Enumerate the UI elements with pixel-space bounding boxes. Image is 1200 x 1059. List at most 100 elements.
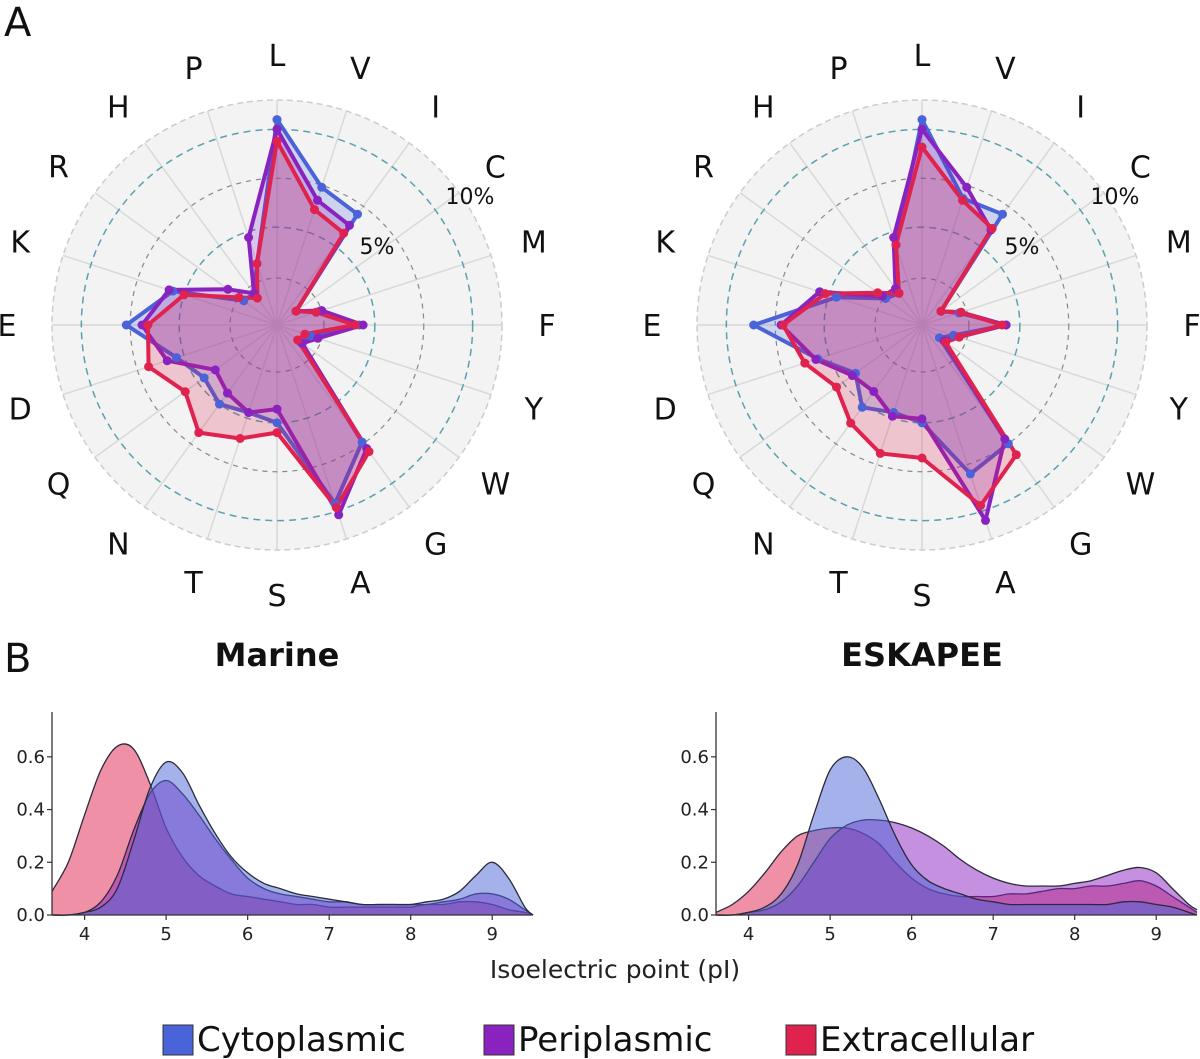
radar-ring-label-10pct: 10% xyxy=(1091,185,1140,210)
radar-point-extracellular-F xyxy=(997,320,1007,330)
radar-spoke xyxy=(921,324,1105,458)
radar-point-cytoplasmic-E xyxy=(121,320,131,330)
radar-point-extracellular-C xyxy=(291,306,301,316)
radar-point-periplasmic-N xyxy=(869,387,879,396)
radar-point-extracellular-M xyxy=(956,307,966,317)
radar-axis-label-N: N xyxy=(107,527,129,562)
radar-point-cytoplasmic-A xyxy=(965,469,975,479)
x-tick-label: 9 xyxy=(487,924,498,945)
radar-axis-label-R: R xyxy=(48,150,69,185)
radar-point-periplasmic-V xyxy=(313,195,322,205)
radar-point-periplasmic-A xyxy=(334,510,344,520)
radar-point-periplasmic-Q xyxy=(847,371,857,381)
radar-point-periplasmic-L xyxy=(917,124,927,134)
y-tick-label: 0.6 xyxy=(16,747,45,768)
x-tick-label: 9 xyxy=(1151,924,1162,945)
radar-axis-label-T: T xyxy=(828,566,848,601)
radar-point-periplasmic-F xyxy=(358,320,368,330)
density-chart-eskapee: 0.0 0.2 0.4 0.6 4 5 6 7 8 9 xyxy=(680,712,1198,945)
density-chart-marine: 0.0 0.2 0.4 0.6 4 5 6 7 8 9 xyxy=(16,712,534,945)
radar-ring-10pct xyxy=(80,128,474,522)
radar-axis-label-W: W xyxy=(481,468,511,503)
radar-axis-label-G: G xyxy=(424,527,447,562)
radar-point-extracellular-T xyxy=(235,434,245,443)
radar-axis-label-G: G xyxy=(1069,527,1092,562)
x-tick-label: 8 xyxy=(1069,924,1080,945)
radar-point-extracellular-Q xyxy=(832,382,841,392)
legend-swatch-periplasmic xyxy=(483,1024,515,1056)
radar-axis-label-M: M xyxy=(521,226,547,261)
radar-point-extracellular-Y xyxy=(954,332,964,342)
radar-point-extracellular-L xyxy=(917,142,927,152)
radar-axis-label-I: I xyxy=(431,91,440,126)
radar-axis-label-Y: Y xyxy=(1169,392,1189,427)
radar-spoke xyxy=(851,324,923,540)
radar-ring-10pct xyxy=(725,128,1119,522)
y-tick-label: 0.4 xyxy=(16,800,45,821)
radar-point-extracellular-D xyxy=(800,358,810,368)
radar-point-periplasmic-P xyxy=(244,233,254,242)
y-tick-label: 0.4 xyxy=(680,800,709,821)
radar-axis-label-T: T xyxy=(183,566,203,601)
x-tick-label: 4 xyxy=(743,924,754,945)
radar-axis-label-R: R xyxy=(693,150,714,185)
radar-axis-label-N: N xyxy=(752,527,774,562)
radar-point-cytoplasmic-V xyxy=(317,182,327,192)
radar-point-periplasmic-D xyxy=(162,356,172,366)
radar-point-extracellular-Y xyxy=(300,329,310,339)
radar-point-extracellular-C xyxy=(936,306,946,316)
radar-spoke xyxy=(276,324,460,458)
y-tick-label: 0.0 xyxy=(16,905,45,926)
density-title-eskapee: ESKAPEE xyxy=(841,636,1003,674)
radar-axis-label-E: E xyxy=(643,309,662,344)
radar-point-periplasmic-Q xyxy=(210,365,220,375)
x-tick-label: 7 xyxy=(987,924,998,945)
radar-spoke xyxy=(921,192,1105,326)
radar-point-periplasmic-T xyxy=(244,408,254,417)
radar-point-cytoplasmic-Q xyxy=(199,373,209,383)
radar-point-extracellular-F xyxy=(350,320,360,330)
y-tick-label: 0.2 xyxy=(680,852,709,873)
radar-point-extracellular-K xyxy=(820,289,830,299)
radar-point-cytoplasmic-D xyxy=(172,353,181,363)
radar-spoke xyxy=(276,192,460,326)
radar-axis-label-Y: Y xyxy=(524,392,544,427)
radar-spoke xyxy=(276,110,348,326)
radar-chart-eskapee: L V I C M F Y WG A S T N Q D E K R H P 5% 10% xyxy=(643,39,1200,614)
radar-point-extracellular-W xyxy=(941,337,951,347)
radar-axis-label-S: S xyxy=(267,579,286,614)
radar-point-cytoplasmic-I xyxy=(998,209,1007,219)
radar-point-extracellular-A xyxy=(976,501,986,510)
radar-point-extracellular-D xyxy=(144,362,154,372)
density-title-marine: Marine xyxy=(215,636,340,674)
radar-point-periplasmic-K xyxy=(164,285,174,295)
radar-point-extracellular-K xyxy=(179,290,189,300)
radar-point-extracellular-H xyxy=(252,293,262,303)
radar-point-cytoplasmic-E xyxy=(749,320,759,330)
radar-point-extracellular-I xyxy=(339,228,349,238)
radar-spoke xyxy=(206,110,278,326)
radar-point-cytoplasmic-N xyxy=(215,399,224,409)
radar-point-extracellular-T xyxy=(875,448,885,458)
radar-axis-label-D: D xyxy=(654,392,677,427)
radar-point-periplasmic-R xyxy=(223,284,233,294)
radar-spoke xyxy=(144,324,278,508)
radar-axis-label-I: I xyxy=(1076,91,1085,126)
radar-axis-label-C: C xyxy=(1130,150,1151,185)
radar-spoke xyxy=(921,110,993,326)
radar-point-periplasmic-G xyxy=(1000,434,1010,444)
radar-point-extracellular-L xyxy=(272,136,282,146)
radar-axis-label-M: M xyxy=(1166,226,1192,261)
radar-point-periplasmic-D xyxy=(811,355,821,364)
radar-point-periplasmic-Y xyxy=(313,333,323,343)
density-area-cytoplasmic xyxy=(52,761,533,916)
radar-point-periplasmic-A xyxy=(981,515,990,525)
radar-axis-label-V: V xyxy=(995,52,1016,87)
legend: Cytoplasmic Periplasmic Extracellular xyxy=(162,1020,1034,1059)
radar-ring-5pct xyxy=(823,226,1021,424)
x-tick-label: 4 xyxy=(79,924,90,945)
legend-label-cytoplasmic: Cytoplasmic xyxy=(197,1020,406,1059)
radar-axis-label-V: V xyxy=(350,52,371,87)
radar-point-periplasmic-I xyxy=(345,220,354,230)
radar-point-periplasmic-N xyxy=(223,388,232,398)
